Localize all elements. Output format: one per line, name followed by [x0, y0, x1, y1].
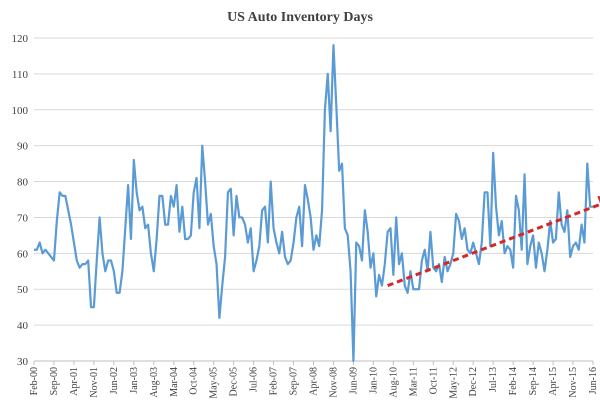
- x-tick-label: Oct-04: [189, 367, 200, 395]
- y-tick-label: 110: [12, 69, 29, 81]
- y-tick-label: 50: [17, 284, 29, 296]
- x-tick-label: Jan-10: [368, 367, 379, 394]
- x-tick-label: Dec-05: [229, 367, 240, 396]
- x-tick-label: Feb-14: [508, 367, 519, 395]
- x-tick-label: Jul-06: [249, 367, 260, 392]
- x-tick-label: Apr-08: [309, 367, 320, 396]
- series-group: [34, 44, 593, 363]
- y-tick-label: 90: [17, 141, 29, 153]
- x-tick-label: Jul-13: [488, 367, 499, 392]
- x-tick-label: Apr-01: [69, 367, 80, 396]
- x-tick-label: Mar-11: [408, 367, 419, 396]
- x-tick-label: Nov-08: [328, 367, 339, 398]
- x-tick-label: May-05: [209, 367, 220, 399]
- x-tick-label: Mar-04: [169, 367, 180, 397]
- y-tick-label: 120: [12, 33, 29, 45]
- x-tick-label: Dec-12: [468, 367, 479, 396]
- x-tick-label: Feb-07: [269, 367, 280, 395]
- x-tick-label: Sep-00: [49, 367, 60, 395]
- y-tick-label: 60: [17, 248, 29, 260]
- x-tick-label: Feb-00: [29, 367, 40, 395]
- x-tick-label: Jun-09: [348, 367, 359, 394]
- x-tick-label: Jan-03: [129, 367, 140, 394]
- x-tick-label: Aug-10: [388, 367, 399, 398]
- gridlines: [34, 37, 593, 362]
- x-tick-label: Jun-16: [588, 367, 599, 394]
- x-tick-label: Nov-01: [89, 367, 100, 398]
- x-tick-label: Aug-03: [149, 367, 160, 398]
- chart-title: US Auto Inventory Days: [227, 10, 373, 25]
- x-tick-label: Jun-02: [109, 367, 120, 394]
- y-tick-label: 100: [12, 105, 29, 117]
- x-tick-label: Nov-15: [568, 367, 579, 398]
- x-tick-label: Oct-11: [428, 367, 439, 394]
- y-tick-label: 80: [17, 177, 29, 189]
- x-tick-label: Sep-07: [289, 367, 300, 395]
- y-axis-ticks: 30 40 50 60 70 80 90 100 110 120: [12, 33, 29, 368]
- x-axis-ticks: Feb-00 Sep-00 Apr-01 Nov-01 Jun-02 Jan-03 Aug-…: [29, 361, 599, 399]
- trend-arrow: [387, 195, 600, 288]
- y-tick-label: 40: [17, 320, 29, 332]
- x-tick-label: May-12: [448, 367, 459, 399]
- x-tick-label: Sep-14: [528, 367, 539, 395]
- y-tick-label: 30: [17, 356, 29, 368]
- y-tick-label: 70: [17, 212, 29, 224]
- x-tick-label: Apr-15: [548, 367, 559, 396]
- series-line: [34, 44, 593, 363]
